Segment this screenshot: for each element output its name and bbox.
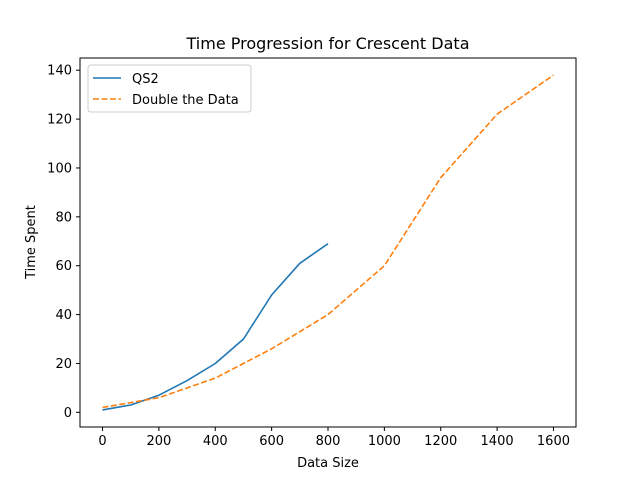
x-tick-label: 1200 xyxy=(424,434,457,449)
y-tick-label: 120 xyxy=(47,113,72,128)
x-axis-ticks: 0 200 400 600 800 1000 1200 1400 1600 xyxy=(98,427,570,449)
x-axis-label: Data Size xyxy=(297,456,359,471)
y-tick-label: 0 xyxy=(64,406,72,421)
y-tick-label: 20 xyxy=(55,357,72,372)
y-axis-ticks: 0 20 40 60 80 100 120 140 xyxy=(47,64,80,421)
y-tick-label: 60 xyxy=(55,259,72,274)
x-tick-label: 600 xyxy=(259,434,284,449)
y-axis-label: Time Spent xyxy=(24,205,39,280)
legend-box xyxy=(87,64,252,113)
x-tick-label: 1400 xyxy=(481,434,514,449)
legend-label: QS2 xyxy=(132,72,159,87)
chart-title: Time Progression for Crescent Data xyxy=(186,34,470,53)
x-tick-label: 0 xyxy=(98,434,106,449)
x-tick-label: 800 xyxy=(316,434,341,449)
legend-label: Double the Data xyxy=(132,93,239,108)
y-tick-label: 100 xyxy=(47,161,72,176)
y-tick-label: 140 xyxy=(47,64,72,79)
series-line-2 xyxy=(102,74,554,409)
x-tick-label: 1000 xyxy=(368,434,401,449)
x-tick-label: 400 xyxy=(203,434,228,449)
y-tick-label: 40 xyxy=(55,308,72,323)
x-tick-label: 200 xyxy=(146,434,171,449)
x-tick-label: 1600 xyxy=(537,434,570,449)
y-tick-label: 80 xyxy=(55,210,72,225)
plot-lines xyxy=(102,74,554,411)
legend: QS2 Double the Data xyxy=(87,64,252,113)
